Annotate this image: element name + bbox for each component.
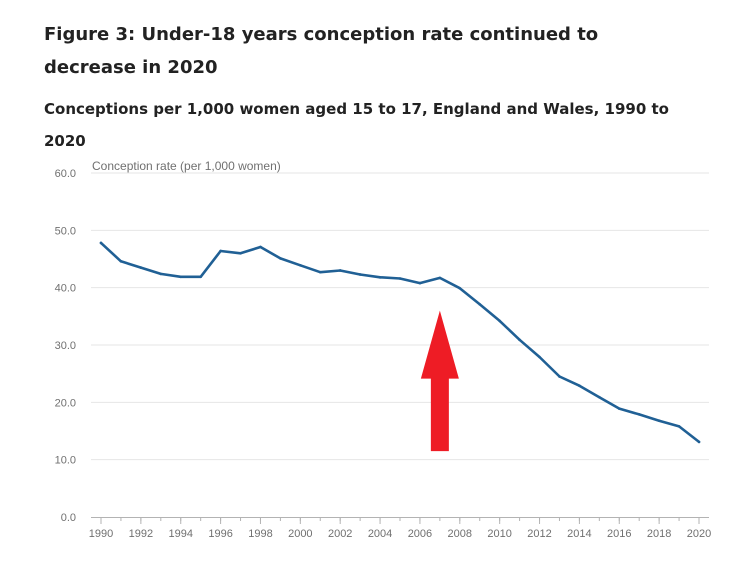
red-arrow-annotation: [420, 310, 459, 452]
data-point[interactable]: [538, 355, 541, 359]
x-tick-label: 2000: [288, 528, 312, 540]
annotations-layer: [420, 310, 459, 452]
x-tick-label: 2014: [567, 528, 591, 540]
data-point[interactable]: [578, 384, 581, 388]
series-line: [99, 241, 701, 444]
x-tick-label: 2012: [527, 528, 551, 540]
x-axis: 1990 1992 1994 1996 1998 2000 2002 2004 2006 2008…: [89, 517, 711, 540]
y-tick-label: 50.0: [55, 225, 76, 237]
y-tick-label: 30.0: [55, 340, 76, 352]
data-point[interactable]: [637, 413, 641, 416]
data-point[interactable]: [398, 277, 402, 280]
data-point[interactable]: [159, 272, 163, 276]
x-tick-label: 2016: [607, 528, 631, 540]
data-point[interactable]: [199, 275, 202, 279]
data-point[interactable]: [378, 276, 382, 279]
data-point[interactable]: [518, 338, 521, 342]
data-point[interactable]: [438, 276, 442, 280]
chart-title: Figure 3: Under-18 years conception rate…: [44, 24, 599, 78]
data-point[interactable]: [299, 264, 302, 267]
x-tick-label: 2020: [687, 528, 711, 540]
data-point[interactable]: [458, 286, 462, 290]
y-axis-label: Conception rate (per 1,000 women): [92, 159, 281, 173]
series-layer: [99, 241, 701, 444]
data-point[interactable]: [279, 257, 282, 260]
data-point[interactable]: [179, 275, 183, 279]
x-tick-label: 2004: [368, 528, 392, 540]
data-point[interactable]: [478, 302, 482, 306]
data-point[interactable]: [259, 245, 262, 249]
x-tick-label: 2006: [408, 528, 432, 540]
data-point[interactable]: [498, 319, 501, 323]
data-point[interactable]: [318, 270, 322, 274]
data-point[interactable]: [418, 281, 422, 285]
y-axis-ticks: 0.0 10.0 20.0 30.0 40.0 50.0 60.0: [55, 168, 76, 524]
data-point[interactable]: [598, 395, 601, 399]
x-tick-label: 2002: [328, 528, 352, 540]
data-point[interactable]: [558, 375, 561, 378]
data-point[interactable]: [239, 251, 242, 255]
x-tick-label: 1996: [208, 528, 232, 540]
data-point[interactable]: [119, 259, 123, 263]
y-tick-label: 10.0: [55, 455, 76, 467]
chart-subtitle: Conceptions per 1,000 women aged 15 to 1…: [44, 100, 669, 150]
data-point[interactable]: [657, 419, 661, 422]
data-point[interactable]: [219, 249, 222, 253]
x-tick-label: 2018: [647, 528, 671, 540]
gridlines: [91, 172, 709, 461]
x-tick-label: 1990: [89, 528, 113, 540]
y-tick-label: 0.0: [61, 512, 76, 524]
y-tick-label: 40.0: [55, 283, 76, 295]
data-point[interactable]: [338, 269, 342, 272]
data-point[interactable]: [139, 266, 143, 269]
data-point[interactable]: [358, 273, 362, 276]
x-tick-label: 1992: [129, 528, 153, 540]
data-point[interactable]: [617, 407, 621, 410]
x-tick-label: 1994: [168, 528, 192, 540]
y-tick-label: 60.0: [55, 168, 76, 180]
data-point[interactable]: [677, 425, 681, 428]
y-tick-label: 20.0: [55, 397, 76, 409]
x-tick-label: 2010: [487, 528, 511, 540]
x-tick-label: 1998: [248, 528, 272, 540]
data-point[interactable]: [697, 440, 701, 444]
data-point[interactable]: [99, 241, 103, 245]
x-tick-label: 2008: [448, 528, 472, 540]
